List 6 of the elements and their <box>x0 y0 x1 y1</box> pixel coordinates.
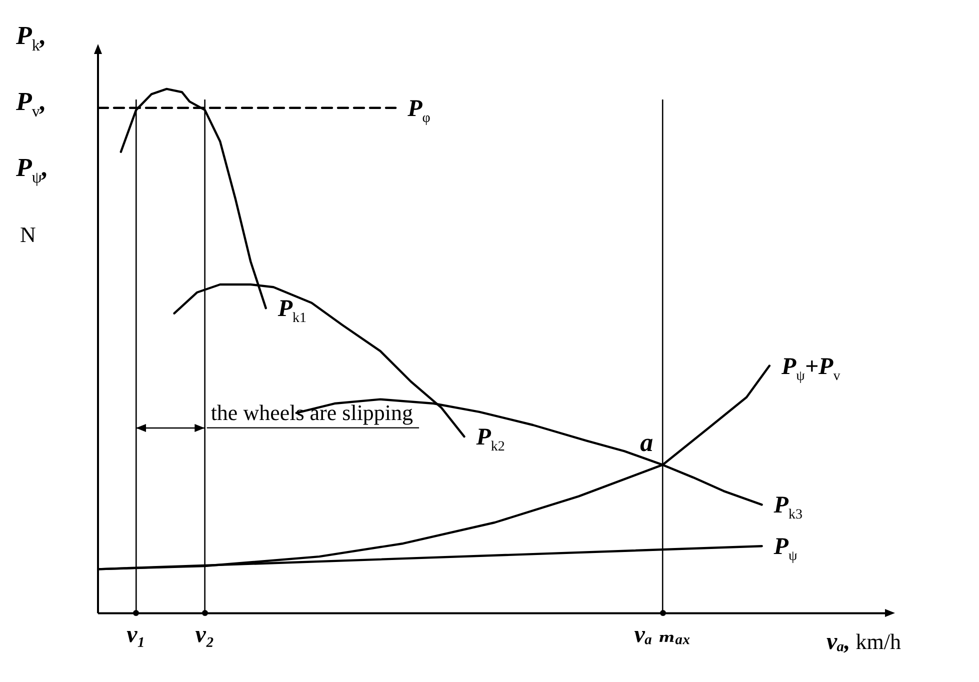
x-tick-label: v₁ <box>126 622 146 648</box>
x-axis-title: vₐ, km/h <box>826 629 902 656</box>
x-tick-label: v₂ <box>195 622 214 648</box>
x-tick-label: vₐ ₘₐₓ <box>634 622 691 648</box>
annotation: the wheels are slipping <box>210 400 414 425</box>
annotation: a <box>640 428 654 457</box>
